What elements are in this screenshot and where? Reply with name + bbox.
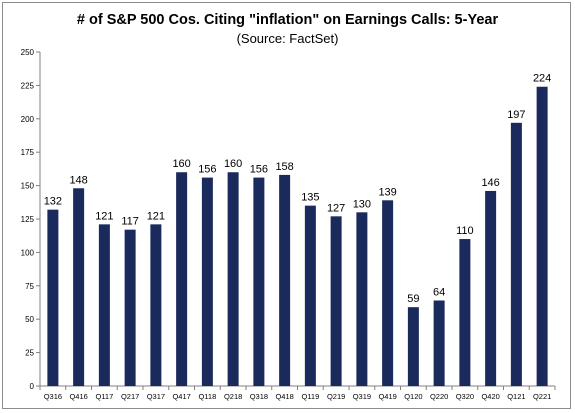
- bar: [459, 239, 471, 386]
- bar: [253, 177, 265, 386]
- bar: [227, 172, 239, 386]
- bar: [176, 172, 188, 386]
- bar: [304, 205, 316, 386]
- y-axis: 0 25 50 75 100 125 150 175 200 225 250: [21, 48, 41, 391]
- x-tick-label: Q320: [456, 392, 474, 401]
- data-label: 117: [121, 216, 139, 228]
- x-tick-label: Q117: [95, 392, 113, 401]
- x-tick-label: Q418: [275, 392, 293, 401]
- x-tick-label: Q218: [224, 392, 242, 401]
- data-label: 121: [95, 210, 113, 222]
- data-label: 110: [456, 225, 474, 237]
- x-tick-label: Q121: [507, 392, 525, 401]
- bar: [433, 300, 445, 386]
- data-label: 156: [250, 164, 268, 176]
- x-tick-label: Q319: [353, 392, 371, 401]
- data-label: 130: [353, 198, 371, 210]
- data-label: 156: [198, 164, 216, 176]
- x-tick-label: Q318: [250, 392, 268, 401]
- x-tick-label: Q219: [327, 392, 345, 401]
- y-tick-label: 75: [25, 282, 34, 291]
- bar: [47, 209, 59, 386]
- y-tick-label: 125: [21, 215, 35, 224]
- x-tick-label: Q221: [533, 392, 551, 401]
- bar: [536, 86, 548, 387]
- bar: [73, 188, 85, 386]
- bar: [279, 174, 291, 386]
- x-axis: Q316 Q416 Q117 Q217 Q317 Q417 Q118 Q218 Q318 Q418…: [39, 385, 556, 401]
- data-label: 127: [327, 202, 345, 214]
- bars: [47, 86, 548, 387]
- bar: [124, 229, 136, 386]
- bar: [356, 212, 368, 386]
- data-label: 64: [433, 286, 445, 298]
- data-label: 148: [69, 174, 87, 186]
- data-label: 224: [533, 73, 551, 85]
- data-label: 160: [224, 158, 242, 170]
- bar: [510, 122, 522, 387]
- data-label: 158: [275, 161, 293, 173]
- y-tick-label: 100: [21, 248, 35, 257]
- bar: [485, 190, 497, 386]
- x-tick-label: Q118: [198, 392, 216, 401]
- data-label: 146: [481, 177, 499, 189]
- x-tick-label: Q416: [69, 392, 87, 401]
- y-tick-label: 225: [21, 81, 35, 90]
- bar: [201, 177, 213, 386]
- data-label: 160: [172, 158, 190, 170]
- y-tick-label: 150: [21, 182, 35, 191]
- x-tick-label: Q419: [378, 392, 396, 401]
- data-labels: 132 148 121 117 121 160 156 160 156 158 135 127 130 1…: [44, 73, 552, 305]
- data-label: 121: [147, 210, 165, 222]
- data-label: 139: [378, 186, 396, 198]
- x-tick-label: Q217: [121, 392, 139, 401]
- data-label: 197: [507, 109, 525, 121]
- x-tick-label: Q317: [147, 392, 165, 401]
- x-tick-label: Q120: [404, 392, 422, 401]
- data-label: 135: [301, 192, 319, 204]
- x-tick-label: Q420: [481, 392, 499, 401]
- y-tick-label: 0: [30, 382, 35, 391]
- chart-title: # of S&P 500 Cos. Citing "inflation" on …: [76, 12, 499, 28]
- y-tick-label: 200: [21, 115, 35, 124]
- x-tick-label: Q119: [301, 392, 319, 401]
- x-tick-label: Q417: [172, 392, 190, 401]
- bar: [330, 216, 342, 386]
- data-label: 132: [44, 196, 62, 208]
- bar: [150, 224, 162, 386]
- bar: [382, 200, 394, 386]
- y-tick-label: 25: [25, 349, 34, 358]
- bar: [407, 307, 419, 386]
- bar: [98, 224, 110, 386]
- data-label: 59: [407, 293, 419, 305]
- y-tick-label: 250: [21, 48, 35, 57]
- y-tick-label: 175: [21, 148, 35, 157]
- x-tick-label: Q316: [44, 392, 62, 401]
- x-tick-label: Q220: [430, 392, 448, 401]
- y-tick-label: 50: [25, 315, 34, 324]
- chart-subtitle: (Source: FactSet): [236, 31, 339, 46]
